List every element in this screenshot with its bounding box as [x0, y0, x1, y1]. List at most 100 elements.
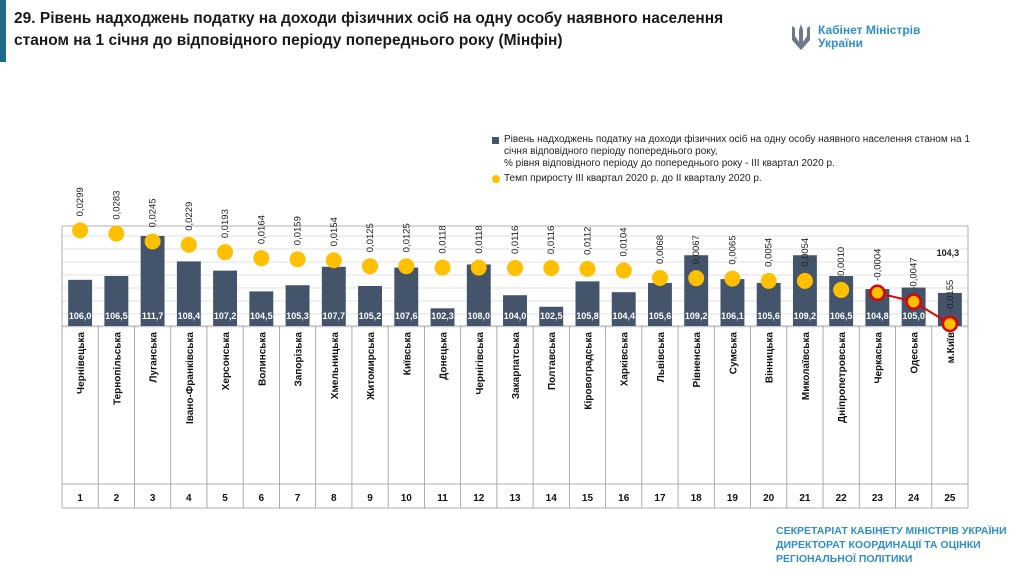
- legend: Рівень надходжень податку на доходи фізи…: [492, 134, 972, 188]
- dot-value-label: 0,0054: [800, 238, 811, 267]
- bar: [937, 292, 962, 326]
- bar: [792, 255, 817, 326]
- bar-value-label: 107,7: [323, 311, 346, 321]
- dot-value-label: -0,0004: [872, 249, 883, 281]
- dot-point: [362, 258, 379, 275]
- rank-label: 15: [582, 493, 594, 504]
- bar: [648, 282, 672, 326]
- rank-label: 7: [295, 493, 301, 504]
- bar-value-label: 104,3: [937, 248, 960, 258]
- legend-item-dots: Темп приросту ІІІ квартал 2020 р. до ІІ …: [492, 173, 972, 185]
- rank-label: 10: [401, 493, 413, 504]
- bar: [176, 261, 201, 326]
- dot-value-label: 0,0154: [329, 217, 340, 246]
- dot-value-label: 0,0164: [256, 215, 267, 244]
- dot-value-label: 0,0118: [474, 225, 485, 253]
- rank-label: 11: [437, 493, 448, 504]
- rank-label: 18: [691, 493, 703, 504]
- bar-value-label: 108,0: [467, 311, 490, 321]
- bar-value-label: 104,5: [250, 311, 273, 321]
- bar-value-label: 111,7: [142, 311, 164, 321]
- bar: [430, 308, 455, 326]
- dot-value-label: 0,0112: [582, 227, 593, 255]
- dot-point: [253, 250, 270, 267]
- dot-point: [833, 281, 850, 298]
- category-label: Закарпатська: [511, 332, 522, 400]
- category-label: Вінницька: [765, 332, 776, 384]
- category-label: Запорізька: [294, 332, 305, 387]
- bar: [503, 295, 527, 326]
- bar-value-label: 102,5: [540, 311, 563, 321]
- rank-label: 9: [367, 493, 373, 504]
- bar-value-label: 106,5: [830, 311, 853, 321]
- dot-point: [543, 260, 560, 277]
- legend-bar-swatch: [492, 137, 499, 144]
- dot-point: [688, 270, 705, 287]
- dot-value-label: 0,0116: [510, 226, 521, 254]
- bar-value-label: 105,3: [286, 311, 309, 321]
- dot-point: [615, 262, 632, 279]
- dot-value-label: -0,0047: [909, 257, 920, 289]
- dot-point: [579, 260, 596, 277]
- rank-label: 12: [473, 493, 485, 504]
- rank-label: 19: [727, 493, 739, 504]
- dot-value-label: 0,0010: [836, 247, 847, 276]
- bar: [358, 286, 382, 326]
- category-label: Київська: [402, 332, 413, 376]
- category-label: Одеська: [910, 332, 921, 374]
- bar: [285, 285, 310, 326]
- footer-line1: СЕКРЕТАРІАТ КАБІНЕТУ МІНІСТРІВ УКРАЇНИ: [776, 525, 1007, 537]
- dot-point: [144, 233, 161, 250]
- category-label: Луганська: [149, 332, 160, 383]
- title-accent-bar: [0, 0, 6, 62]
- bar: [575, 281, 600, 326]
- category-label: Хмельницька: [330, 332, 341, 400]
- bar: [213, 270, 238, 326]
- dot-value-label: 0,0125: [365, 223, 376, 252]
- bar: [611, 292, 636, 326]
- bar: [466, 264, 491, 326]
- bar: [140, 236, 165, 326]
- dot-value-label: 0,0104: [619, 227, 630, 256]
- dot-point: [108, 225, 125, 242]
- category-label: Кіровоградська: [583, 332, 594, 410]
- dot-point: [180, 236, 197, 253]
- bar-value-label: 107,2: [214, 311, 237, 321]
- category-label: Рівненська: [692, 332, 703, 388]
- page-title: 29. Рівень надходжень податку на доходи …: [14, 10, 724, 49]
- legend-dot-swatch: [492, 175, 500, 183]
- category-label: Тернопільська: [112, 332, 123, 405]
- category-label: Житомирська: [366, 332, 377, 401]
- bar: [539, 306, 564, 326]
- dot-point: [325, 252, 342, 269]
- footer-line3: РЕГІОНАЛЬНОЇ ПОЛІТИКИ: [776, 553, 913, 565]
- dot-value-label: 0,0245: [148, 198, 159, 227]
- dot-value-label: 0,0193: [220, 209, 231, 238]
- category-label: Львівська: [656, 332, 667, 383]
- category-label: Сумська: [728, 332, 739, 375]
- dot-value-label: 0,0054: [764, 238, 775, 267]
- dot-value-label: 0,0125: [401, 223, 412, 252]
- rank-label: 2: [114, 493, 120, 504]
- category-label: м.Київ: [946, 332, 957, 363]
- dot-value-label: -0,0155: [945, 280, 956, 312]
- rank-label: 24: [908, 493, 920, 504]
- bar-value-label: 109,2: [685, 311, 708, 321]
- legend-item-bars: Рівень надходжень податку на доходи фізи…: [492, 134, 972, 170]
- dot-point: [760, 272, 777, 289]
- rank-label: 23: [872, 493, 884, 504]
- dot-point: [470, 259, 487, 276]
- dot-value-label: 0,0159: [293, 216, 304, 245]
- category-label: Дніпропетровська: [837, 332, 848, 423]
- legend-label-dots: Темп приросту ІІІ квартал 2020 р. до ІІ …: [504, 173, 762, 184]
- logo-text: Кабінет Міністрів України: [818, 24, 920, 50]
- rank-label: 13: [509, 493, 521, 504]
- bar: [321, 266, 346, 326]
- dot-point: [905, 293, 922, 310]
- rank-label: 4: [186, 493, 192, 504]
- bar-value-label: 108,4: [178, 311, 201, 321]
- rank-label: 6: [259, 493, 265, 504]
- bar: [68, 279, 93, 326]
- category-label: Миколаївська: [801, 332, 812, 401]
- dot-point: [398, 258, 415, 275]
